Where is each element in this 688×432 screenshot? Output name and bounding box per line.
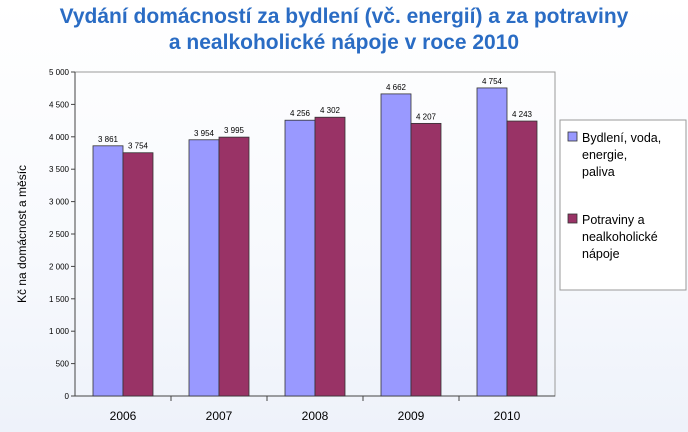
x-tick-label: 2006 — [110, 409, 137, 423]
bar-potraviny-2006 — [122, 152, 154, 397]
y-tick-label: 2 000 — [49, 262, 70, 271]
bar-potraviny-2010 — [506, 120, 538, 397]
legend-swatch-bydleni — [567, 131, 578, 142]
y-tick-label: 2 500 — [49, 230, 70, 239]
data-label-potraviny-2009: 4 207 — [416, 112, 437, 121]
data-label-bydleni-2010: 4 754 — [482, 77, 503, 86]
y-tick-label: 1 000 — [49, 327, 70, 336]
chart-data-labels: 3 861 3 754 3 954 3 995 4 256 4 302 4 662 4 207… — [98, 77, 533, 151]
data-label-bydleni-2008: 4 256 — [290, 109, 311, 118]
x-tick-label: 2009 — [398, 409, 425, 423]
bar-bydleni-2010 — [476, 87, 508, 397]
x-tick-label: 2007 — [206, 409, 233, 423]
legend-label-potraviny-line: Potraviny a — [582, 213, 645, 227]
data-label-potraviny-2008: 4 302 — [320, 106, 341, 115]
bar-potraviny-2007 — [218, 136, 250, 397]
data-label-bydleni-2006: 3 861 — [98, 135, 119, 144]
y-tick-label: 3 500 — [49, 165, 70, 174]
legend-label-bydleni-line: Bydlení, voda, — [582, 131, 661, 145]
legend-swatch-potraviny — [567, 213, 578, 224]
bar-potraviny-2009 — [410, 122, 442, 397]
bar-bydleni-2008 — [284, 119, 316, 397]
x-tick-label: 2010 — [494, 409, 521, 423]
bar-bydleni-2006 — [92, 145, 124, 397]
y-axis-label: Kč na domácnost a měsíc — [15, 165, 29, 303]
y-tick-label: 4 000 — [49, 133, 70, 142]
chart-legend: Bydlení, voda, energie, paliva Potraviny a n… — [559, 119, 687, 291]
y-tick-label: 500 — [56, 360, 70, 369]
chart-axes: 0 500 1 000 1 500 2 000 2 500 3 000 3 500 4 000 4… — [15, 68, 556, 423]
legend-label-potraviny-line: nápoje — [582, 247, 620, 261]
data-label-bydleni-2009: 4 662 — [386, 83, 407, 92]
legend-box — [559, 119, 687, 291]
legend-label-potraviny-line: nealkoholické — [582, 230, 658, 244]
y-tick-label: 4 500 — [49, 100, 70, 109]
chart-title-line-1: Vydání domácností za bydlení (vč. energi… — [59, 5, 629, 28]
bar-bydleni-2007 — [188, 139, 220, 397]
y-tick-label: 1 500 — [49, 295, 70, 304]
y-tick-label: 5 000 — [49, 68, 70, 77]
data-label-potraviny-2007: 3 995 — [224, 126, 245, 135]
y-tick-label: 0 — [65, 392, 70, 401]
y-tick-label: 3 000 — [49, 198, 70, 207]
bar-bydleni-2009 — [380, 93, 412, 397]
data-label-potraviny-2010: 4 243 — [512, 110, 533, 119]
legend-label-bydleni-line: paliva — [582, 165, 615, 179]
chart-bars — [92, 87, 538, 397]
chart-title-line-2: a nealkoholické nápoje v roce 2010 — [168, 31, 520, 54]
chart-title: Vydání domácností za bydlení (vč. energi… — [0, 4, 688, 56]
legend-label-bydleni-line: energie, — [582, 148, 627, 162]
data-label-potraviny-2006: 3 754 — [128, 142, 149, 151]
bar-potraviny-2008 — [314, 116, 346, 397]
x-tick-label: 2008 — [302, 409, 329, 423]
data-label-bydleni-2007: 3 954 — [194, 129, 215, 138]
